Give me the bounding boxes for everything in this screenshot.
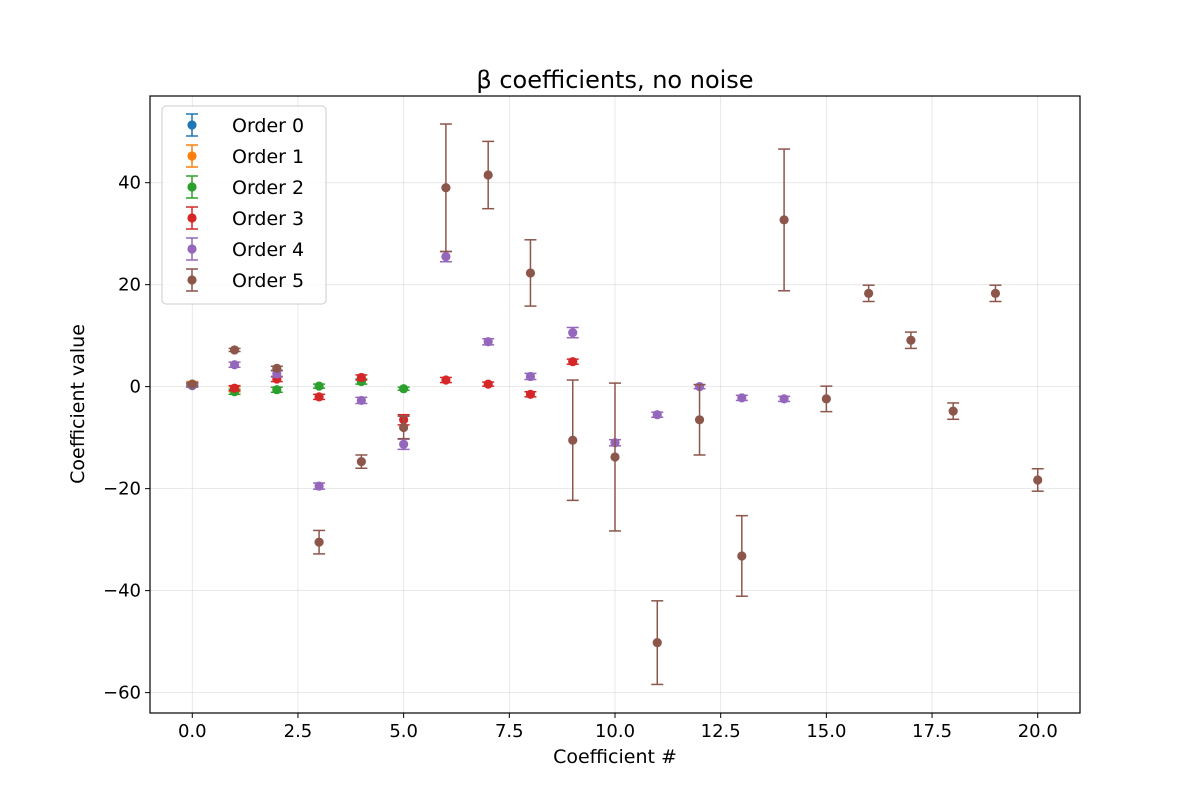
x-tick-label: 10.0 — [595, 721, 635, 742]
chart-title: β coefficients, no noise — [476, 66, 753, 94]
data-point — [187, 379, 197, 389]
data-point — [229, 345, 240, 355]
legend-marker — [187, 213, 197, 223]
y-tick-label: −40 — [103, 581, 141, 602]
x-tick-label: 7.5 — [495, 721, 524, 742]
data-point — [483, 170, 493, 180]
y-tick-label: 0 — [130, 377, 141, 398]
data-point — [568, 357, 578, 367]
legend-marker — [187, 275, 197, 285]
data-point — [441, 183, 451, 193]
data-point — [779, 215, 789, 225]
data-point — [272, 385, 282, 395]
legend-item: Order 2 — [186, 175, 304, 199]
legend-item: Order 0 — [186, 113, 304, 137]
data-point — [990, 288, 1001, 298]
legend-label: Order 5 — [232, 270, 304, 292]
data-point — [779, 394, 789, 404]
series-5 — [186, 123, 1044, 686]
legend-item: Order 4 — [186, 237, 304, 261]
legend-item: Order 3 — [186, 206, 304, 230]
y-tick-label: −20 — [103, 479, 141, 500]
data-point — [864, 288, 874, 298]
legend-item: Order 1 — [186, 144, 304, 168]
legend-marker — [187, 244, 197, 254]
data-point — [948, 406, 958, 416]
data-point — [525, 371, 536, 382]
data-point — [314, 392, 324, 402]
x-tick-label: 12.5 — [701, 721, 741, 742]
legend-label: Order 1 — [232, 146, 304, 168]
data-point — [483, 379, 493, 389]
x-tick-label: 5.0 — [389, 721, 418, 742]
data-point — [483, 337, 493, 347]
data-point — [568, 435, 578, 445]
legend-marker — [187, 151, 197, 161]
legend-item: Order 5 — [186, 268, 304, 292]
legend-label: Order 2 — [232, 177, 304, 199]
data-point — [525, 389, 536, 399]
y-axis-label: Coefficient value — [67, 324, 89, 484]
data-point — [356, 395, 366, 406]
data-point — [441, 375, 451, 385]
legend: Order 0 Order 1 Order 2 Order 3 Order 4 Order… — [161, 105, 327, 305]
data-point — [399, 384, 409, 394]
data-point — [356, 457, 366, 467]
y-tick-label: 40 — [118, 173, 141, 194]
legend-marker — [187, 120, 197, 130]
x-tick-label: 20.0 — [1018, 721, 1058, 742]
data-point — [229, 383, 240, 393]
data-marks — [186, 123, 1044, 686]
legend-label: Order 4 — [232, 239, 304, 261]
data-point — [229, 360, 240, 370]
data-point — [906, 335, 916, 345]
data-point — [821, 394, 831, 404]
legend-frame — [161, 105, 327, 305]
legend-label: Order 0 — [232, 115, 304, 137]
x-tick-label: 2.5 — [284, 721, 313, 742]
data-point — [652, 410, 662, 420]
x-tick-label: 17.5 — [912, 721, 952, 742]
data-point — [314, 481, 324, 491]
data-point — [610, 452, 620, 462]
data-point — [314, 381, 324, 391]
x-tick-label: 15.0 — [806, 721, 846, 742]
data-point — [399, 422, 409, 433]
data-point — [314, 537, 324, 547]
data-point — [356, 372, 366, 383]
data-point — [652, 638, 662, 648]
series-3 — [186, 357, 579, 426]
data-point — [737, 393, 747, 403]
x-tick-label: 0.0 — [178, 721, 207, 742]
y-tick-label: 20 — [118, 275, 141, 296]
data-point — [737, 551, 747, 561]
x-axis-label: Coefficient # — [553, 746, 677, 768]
data-point — [694, 415, 705, 425]
data-point — [525, 268, 536, 278]
data-point — [399, 439, 409, 449]
y-tick-label: −60 — [103, 683, 141, 704]
data-point — [568, 328, 578, 338]
data-point — [441, 252, 451, 262]
data-point — [272, 363, 282, 373]
legend-marker — [187, 182, 197, 192]
data-point — [1033, 475, 1043, 485]
axis-ticks: 0.0 2.5 5.0 7.5 10.0 12.5 15.0 17.5 20.0 −60 −40 −2… — [103, 173, 1058, 742]
legend-label: Order 3 — [232, 208, 304, 230]
